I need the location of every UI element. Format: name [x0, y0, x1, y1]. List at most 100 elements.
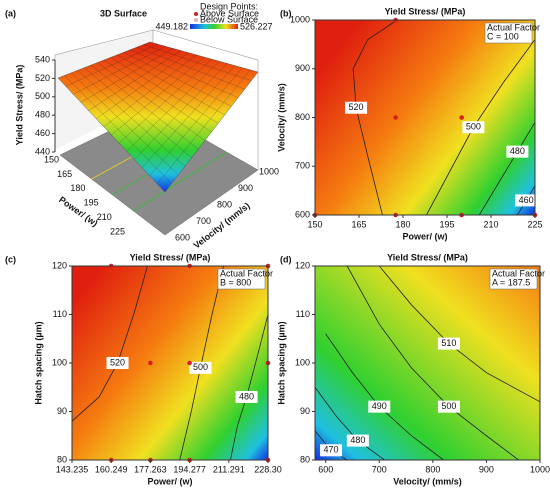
contour-label-box — [106, 357, 129, 369]
factor-value: C = 100 — [487, 31, 519, 41]
contour-label-box — [437, 337, 460, 350]
surface — [57, 41, 259, 193]
y-axis-label: Hatch spacing (µm) — [33, 321, 43, 404]
z-tick-label: 480 — [35, 110, 50, 120]
x-tick-label: 195 — [84, 198, 99, 208]
x-tick-label: 165 — [351, 219, 366, 229]
surface-mesh — [143, 44, 252, 81]
z-tick-label: 460 — [35, 128, 50, 138]
z-tick-label: 520 — [35, 73, 50, 83]
x-tick-label: 150 — [307, 219, 322, 229]
z-axis-label: Yield Stress/ (MPa) — [14, 65, 24, 146]
y-tick-label: 90 — [300, 406, 310, 416]
factor-title: Actual Factor — [220, 268, 273, 278]
surface-mesh — [126, 61, 220, 152]
factor-box — [484, 22, 533, 44]
contour-label: 500 — [466, 122, 481, 132]
contour-label: 520 — [110, 357, 125, 367]
y-tick-label: 110 — [296, 309, 310, 319]
surface-mesh — [111, 56, 205, 136]
x-tick-label: 160.249 — [95, 464, 128, 474]
y-tick-label: 100 — [295, 357, 310, 367]
legend-label: Below Surface — [200, 14, 258, 24]
factor-title: Actual Factor — [492, 268, 545, 278]
surface-mesh — [119, 59, 212, 144]
x-axis-label: Power/ (w) — [402, 231, 447, 241]
z-tick-label: 440 — [35, 146, 50, 156]
contour-label: 500 — [193, 362, 208, 372]
y-tick-label: 700 — [196, 216, 211, 226]
x-tick-label: 165 — [57, 169, 72, 179]
contour-label: 480 — [239, 391, 254, 401]
x-tick-label: 180 — [395, 219, 410, 229]
x-axis-label: Power/ (w) — [147, 476, 192, 486]
contour-line — [314, 387, 385, 461]
x-tick-label: 800 — [425, 464, 440, 474]
contour-label: 480 — [350, 435, 365, 445]
y-tick-label: 600 — [295, 209, 310, 219]
y-tick-label: 110 — [53, 309, 67, 319]
contour-label-box — [515, 194, 538, 207]
x-tick-label: 228.30 — [254, 464, 282, 474]
x-tick-label: 180 — [70, 183, 85, 193]
x-tick-label: 143.235 — [56, 464, 89, 474]
factor-value: B = 800 — [220, 277, 251, 287]
floor-contour — [133, 151, 227, 212]
x-tick-label: 211.291 — [213, 464, 245, 474]
contour-label: 470 — [324, 445, 339, 455]
contour-label-box — [189, 361, 212, 374]
contour-label-box — [437, 400, 460, 413]
contour-label-box — [235, 390, 258, 403]
design-point — [459, 115, 464, 120]
legend-marker — [194, 18, 198, 22]
surface-mesh — [134, 63, 228, 160]
x-tick-label: 225 — [527, 219, 542, 229]
y-tick-label: 800 — [217, 199, 232, 209]
chart-title: 3D Surface — [100, 8, 147, 18]
surface-mesh — [136, 46, 245, 90]
x-axis-label: Velocity/ (mm/s) — [393, 476, 462, 486]
y-tick-label: 100 — [52, 357, 67, 367]
x-tick-label: 210 — [483, 219, 498, 229]
y-tick-label: 80 — [57, 454, 67, 464]
factor-box — [489, 268, 538, 290]
surface-mesh — [117, 54, 225, 116]
contour-label: 490 — [372, 401, 387, 411]
y-tick-label: 900 — [295, 63, 310, 73]
surface-mesh — [157, 69, 251, 184]
panel-label: (b) — [280, 8, 292, 18]
x-tick-label: 210 — [97, 212, 112, 222]
y-tick-label: 80 — [300, 454, 310, 464]
x-tick-label: 194.277 — [173, 464, 206, 474]
z-tick-label: 540 — [35, 54, 50, 64]
contour-label-box — [506, 145, 529, 158]
contour-label-box — [346, 434, 369, 447]
y-tick-label: 600 — [175, 232, 190, 242]
contour-line — [352, 19, 398, 216]
y-tick-label: 90 — [57, 406, 67, 416]
plot-background — [315, 20, 535, 215]
surface-mesh — [123, 52, 232, 107]
design-point — [148, 360, 153, 366]
panel-label: (c) — [5, 254, 16, 264]
contour-label: 520 — [349, 102, 364, 112]
surface-mesh — [130, 49, 239, 98]
legend-marker — [194, 12, 198, 16]
legend-title: Design Points: — [200, 1, 258, 11]
x-tick-label: 177.263 — [134, 464, 167, 474]
y-axis-label: Hatch spacing (µm) — [276, 321, 286, 404]
y-tick-label: 700 — [295, 161, 310, 171]
design-point — [393, 115, 398, 120]
x-tick-label: 150 — [44, 154, 59, 164]
contour-label-box — [320, 444, 343, 457]
factor-title: Actual Factor — [487, 22, 540, 32]
contour-label-box — [462, 121, 485, 134]
surface-mesh — [149, 67, 243, 176]
legend-label: Above Surface — [200, 8, 259, 18]
panel-label: (a) — [5, 8, 16, 18]
design-point — [187, 360, 192, 366]
contour-label: 480 — [510, 146, 525, 156]
contour-label-box — [345, 101, 368, 114]
chart-title: Yield Stress/ (MPa) — [387, 252, 468, 262]
chart-title: Yield Stress/ (MPa) — [130, 252, 211, 262]
